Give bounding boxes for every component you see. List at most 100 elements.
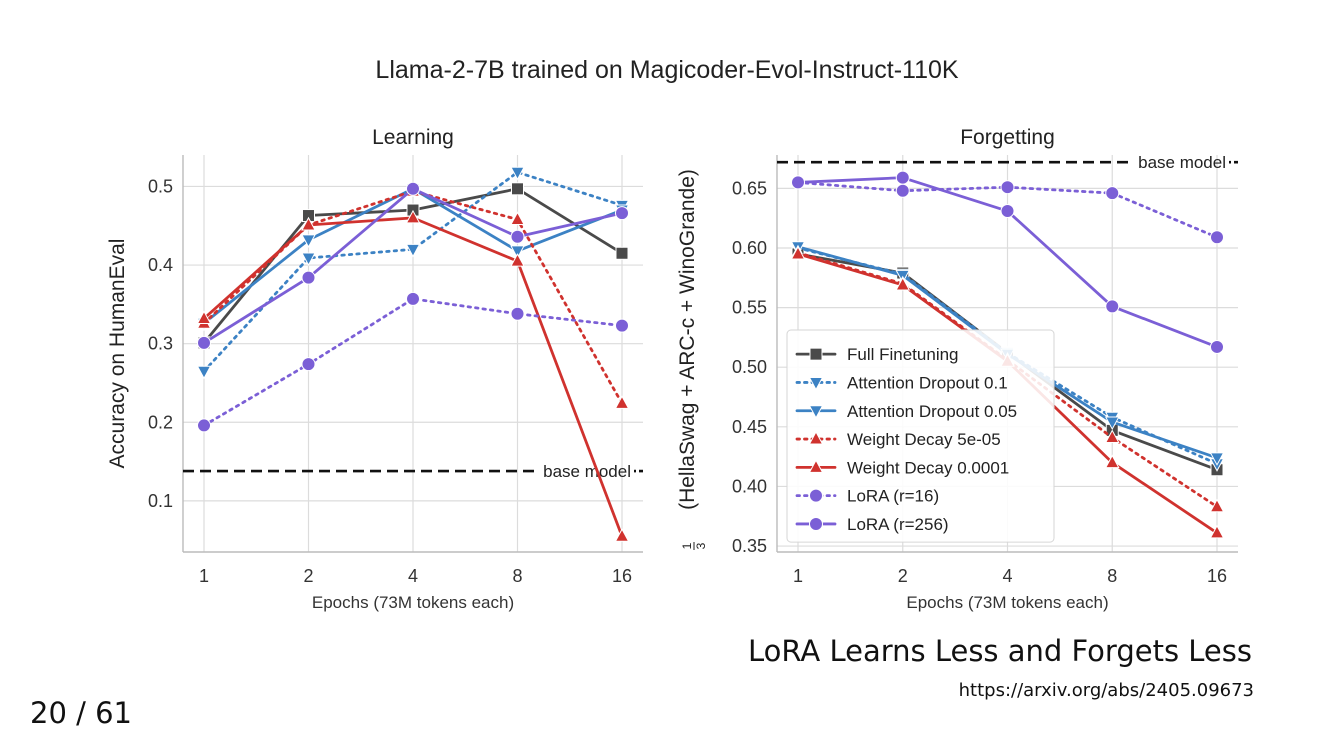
forgetting-series-lora-r-256-point <box>1105 299 1120 314</box>
learning-series-weight-decay-0-0001-point <box>614 528 630 542</box>
learning-series-attention-dropout-0-1-point <box>196 365 212 380</box>
learning-series-lora-r-16-line <box>202 297 624 427</box>
learning-series-lora-r-256 <box>197 181 629 350</box>
forgetting-series-lora-r-16-point <box>1210 230 1224 245</box>
forgetting-legend-entry-weight-decay-5e-05: Weight Decay 5e-05 <box>795 430 1001 449</box>
learning-series-weight-decay-0-0001-point <box>301 216 316 231</box>
forgetting-series-lora-r-256-point <box>1210 339 1224 354</box>
learning-series-lora-r-256-point <box>615 206 629 221</box>
forgetting-series-weight-decay-0-0001-point <box>790 245 806 260</box>
paper-title: LoRA Learns Less and Forgets Less <box>748 634 1252 668</box>
paper-url-link[interactable]: https://arxiv.org/abs/2405.09673 <box>958 680 1254 701</box>
forgetting-series-weight-decay-0-0001-point <box>895 276 911 291</box>
forgetting-legend-label: Weight Decay 0.0001 <box>847 458 1009 477</box>
learning-series-attention-dropout-0-1-point <box>510 166 525 181</box>
learning-series-weight-decay-0-0001 <box>196 209 630 542</box>
forgetting-y-tick-label: 0.55 <box>732 298 767 318</box>
forgetting-legend-swatch-marker <box>808 431 824 445</box>
learning-y-tick-label: 0.2 <box>148 412 173 432</box>
learning-series-lora-r-256-point <box>197 335 211 350</box>
forgetting-legend-entry-attention-dropout-0-1: Attention Dropout 0.1 <box>795 373 1008 392</box>
forgetting-y-axis-label: (HellaSwag + ARC-c + WinoGrande) <box>676 169 699 510</box>
learning-x-tick-label: 4 <box>408 566 418 586</box>
learning-series-attention-dropout-0-1-point <box>301 252 316 267</box>
forgetting-series-lora-r-16-point <box>895 183 910 198</box>
page-number: 20 / 61 <box>30 696 133 730</box>
forgetting-x-tick-label: 8 <box>1107 566 1117 586</box>
forgetting-legend-entry-full-finetuning: Full Finetuning <box>795 345 959 364</box>
forgetting-legend-entry-attention-dropout-0-05: Attention Dropout 0.05 <box>795 402 1017 421</box>
forgetting-x-tick-label: 4 <box>1002 566 1012 586</box>
forgetting-legend-label: LoRA (r=16) <box>847 487 939 506</box>
learning-series-full-finetuning-point <box>615 246 629 260</box>
forgetting-legend-entry-lora-r-16: LoRA (r=16) <box>795 487 939 506</box>
forgetting-legend-label: Weight Decay 5e-05 <box>847 430 1001 449</box>
forgetting-series-lora-r-16-point <box>1105 186 1120 201</box>
learning-baseline-label: base model <box>543 462 631 481</box>
forgetting-series-attention-dropout-0-05-point <box>1104 416 1120 431</box>
forgetting-legend-swatch-marker <box>808 405 824 419</box>
forgetting-chart-title: Forgetting <box>960 126 1055 149</box>
learning-series-attention-dropout-0-1-point <box>405 243 421 258</box>
learning-series-lora-r-256-point <box>406 181 420 196</box>
learning-series-attention-dropout-0-1 <box>196 166 630 380</box>
learning-y-tick-label: 0.5 <box>148 176 173 196</box>
forgetting-y-axis-fraction-numerator: 1 <box>680 542 694 549</box>
forgetting-legend-swatch-marker <box>808 459 824 473</box>
learning-series-lora-r-16-point <box>510 306 525 321</box>
learning-series-lora-r-16-point <box>615 318 629 333</box>
learning-x-axis-label: Epochs (73M tokens each) <box>312 593 514 612</box>
forgetting-legend-swatch-marker <box>809 516 823 531</box>
learning-x-tick-label: 2 <box>303 566 313 586</box>
forgetting-series-lora-r-16-point <box>1000 180 1015 195</box>
forgetting-series-weight-decay-5e-05-point <box>1209 498 1225 513</box>
forgetting-series-lora-r-256-point <box>895 170 910 185</box>
forgetting-series-lora-r-256-point <box>1000 204 1015 219</box>
forgetting-legend-entry-lora-r-256: LoRA (r=256) <box>795 515 949 534</box>
forgetting-x-tick-label: 2 <box>898 566 908 586</box>
learning-series-lora-r-256-point <box>510 229 525 244</box>
forgetting-baseline-label: base model <box>1138 153 1226 172</box>
learning-series-lora-r-16-point <box>406 291 420 306</box>
forgetting-series-lora-r-256 <box>791 170 1224 354</box>
forgetting-legend-swatch-marker <box>808 376 824 391</box>
forgetting-y-axis-fraction-denominator: 3 <box>694 542 708 549</box>
forgetting-legend-label: Attention Dropout 0.05 <box>847 402 1017 421</box>
learning-y-axis-label: Accuracy on HumanEval <box>106 239 129 469</box>
forgetting-legend-label: Full Finetuning <box>847 345 959 364</box>
learning-series-weight-decay-5e-05-point <box>510 211 525 225</box>
forgetting-series-weight-decay-0-0001-point <box>1104 454 1120 469</box>
forgetting-series-lora-r-256-point <box>791 175 805 190</box>
learning-series-attention-dropout-0-05-point <box>510 245 525 259</box>
learning-series-lora-r-16 <box>197 291 629 433</box>
forgetting-series-weight-decay-0-0001-point <box>1209 524 1225 539</box>
forgetting-y-tick-label: 0.45 <box>732 417 767 437</box>
forgetting-legend-label: LoRA (r=256) <box>847 515 949 534</box>
learning-chart-title: Learning <box>372 126 454 149</box>
forgetting-series-attention-dropout-0-05-point <box>1209 452 1225 466</box>
learning-series-full-finetuning-point <box>511 182 524 196</box>
learning-x-tick-label: 1 <box>199 566 209 586</box>
forgetting-y-tick-label: 0.50 <box>732 357 767 377</box>
forgetting-legend: Full Finetuning Attention Dropout 0.1 Atte… <box>786 329 1055 543</box>
forgetting-y-tick-label: 0.60 <box>732 238 767 258</box>
learning-x-tick-label: 8 <box>512 566 522 586</box>
forgetting-y-tick-label: 0.40 <box>732 476 767 496</box>
forgetting-y-tick-label: 0.65 <box>732 178 767 198</box>
forgetting-legend-label: Attention Dropout 0.1 <box>847 373 1008 392</box>
learning-series-weight-decay-5e-05-point <box>614 395 630 409</box>
learning-series-weight-decay-0-0001-point <box>405 209 421 224</box>
forgetting-y-tick-label: 0.35 <box>732 536 767 556</box>
figure-suptitle: Llama-2-7B trained on Magicoder-Evol-Ins… <box>375 56 959 84</box>
forgetting-legend-entry-weight-decay-0-0001: Weight Decay 0.0001 <box>795 458 1009 477</box>
forgetting-series-weight-decay-5e-05-point <box>1104 429 1120 444</box>
learning-series-lora-r-16-point <box>197 418 211 433</box>
learning-y-tick-label: 0.3 <box>148 334 173 354</box>
learning-series-weight-decay-0-0001-point <box>196 310 212 325</box>
learning-series-lora-r-256-point <box>301 270 316 285</box>
learning-x-tick-label: 16 <box>612 566 632 586</box>
